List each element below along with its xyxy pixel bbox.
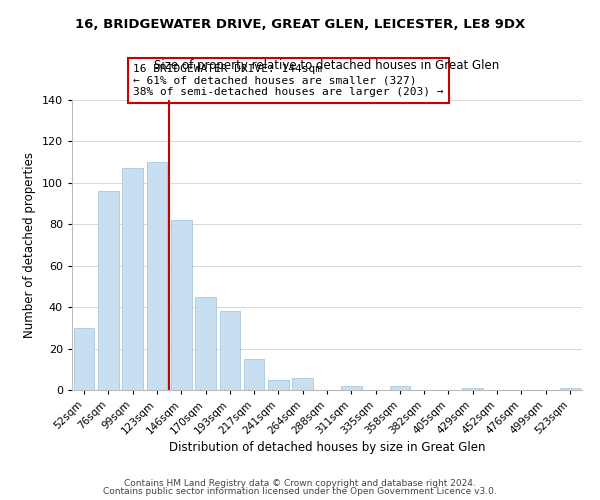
Bar [195,297,216,390]
Bar [146,162,167,390]
Bar [389,386,410,390]
Text: Contains HM Land Registry data © Crown copyright and database right 2024.: Contains HM Land Registry data © Crown c… [124,478,476,488]
Bar [560,388,580,390]
Bar [98,191,119,390]
Bar [341,386,362,390]
Bar [292,378,313,390]
X-axis label: Distribution of detached houses by size in Great Glen: Distribution of detached houses by size … [169,442,485,454]
Text: 16 BRIDGEWATER DRIVE: 144sqm
← 61% of detached houses are smaller (327)
38% of s: 16 BRIDGEWATER DRIVE: 144sqm ← 61% of de… [133,64,444,97]
Bar [171,220,191,390]
Bar [268,380,289,390]
Bar [220,312,240,390]
Bar [244,359,265,390]
Title: Size of property relative to detached houses in Great Glen: Size of property relative to detached ho… [154,60,500,72]
Y-axis label: Number of detached properties: Number of detached properties [23,152,36,338]
Bar [463,388,483,390]
Bar [74,328,94,390]
Bar [122,168,143,390]
Text: Contains public sector information licensed under the Open Government Licence v3: Contains public sector information licen… [103,487,497,496]
Text: 16, BRIDGEWATER DRIVE, GREAT GLEN, LEICESTER, LE8 9DX: 16, BRIDGEWATER DRIVE, GREAT GLEN, LEICE… [75,18,525,30]
